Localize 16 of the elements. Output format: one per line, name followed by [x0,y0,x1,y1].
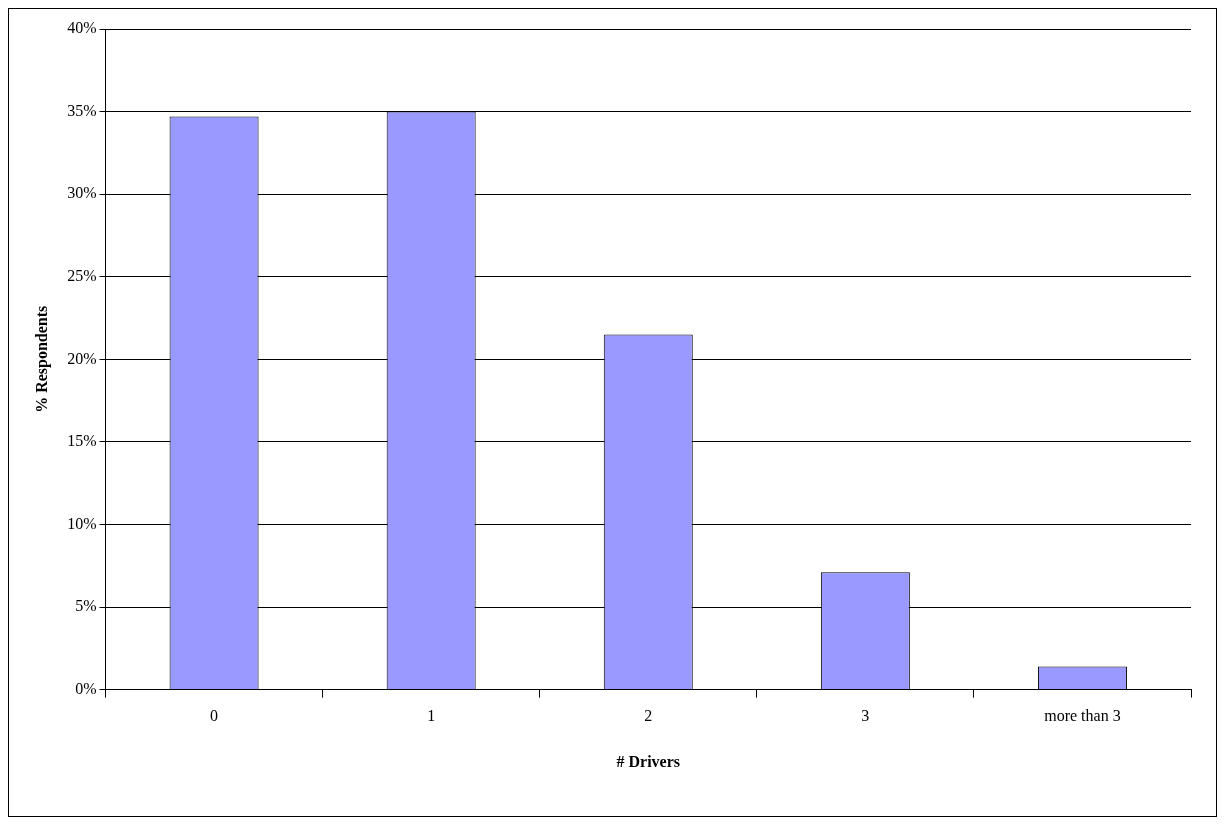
y-tick-label: 40% [67,19,97,37]
x-tick-label: more than 3 [1044,707,1121,725]
y-tick-label: 10% [67,514,97,532]
y-tick-label: 30% [67,184,97,202]
y-tick-label: 25% [67,266,97,284]
x-tick-label: 0 [210,707,219,725]
y-axis-title: % Respondents [32,305,51,413]
y-tick-label: 0% [75,679,97,697]
x-tick-label: 2 [644,707,653,725]
x-tick-label: 3 [861,707,870,725]
y-tick-label: 15% [67,432,97,450]
x-axis-title: # Drivers [616,752,681,770]
y-tick-label: 5% [75,597,97,615]
y-tick-label: 35% [67,101,97,119]
y-tick-label: 20% [67,349,97,367]
x-tick-label: 1 [427,707,436,725]
